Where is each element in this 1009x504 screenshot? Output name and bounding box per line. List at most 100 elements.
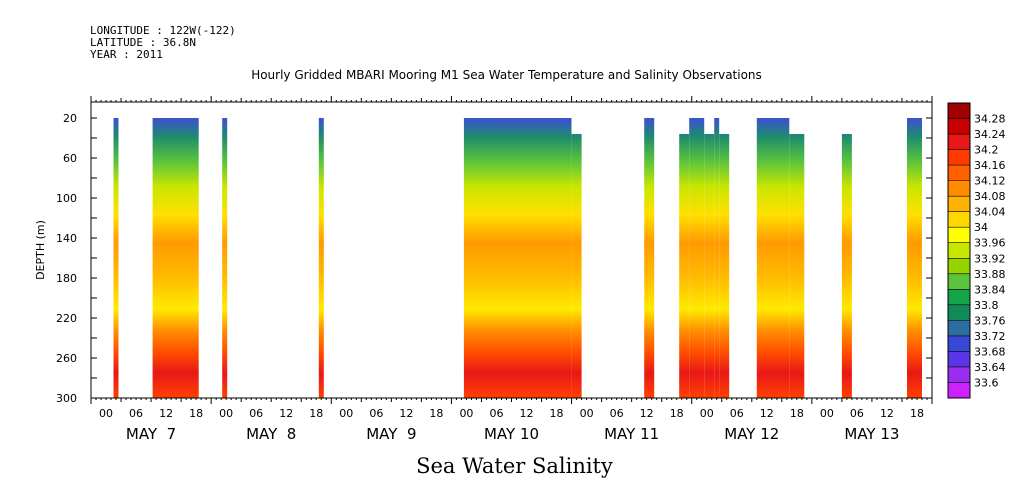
- data-segments: [113, 118, 922, 398]
- x-hour-label: 12: [279, 407, 293, 420]
- x-hour-label: 06: [610, 407, 624, 420]
- data-segment-5: [571, 134, 582, 398]
- data-segment-2: [222, 118, 228, 398]
- colorbar-swatch: [948, 118, 970, 135]
- x-day-label: MAY 10: [484, 425, 539, 443]
- y-axis: 20 60 100 140 180 220 260 300: [56, 112, 932, 405]
- colorbar-swatch: [948, 134, 970, 151]
- colorbar-swatch: [948, 258, 970, 275]
- data-segment-7: [679, 134, 690, 398]
- colorbar-label: 33.76: [974, 314, 1006, 327]
- colorbar-swatch: [948, 103, 970, 119]
- colorbar-label: 33.6: [974, 376, 999, 389]
- x-hour-label: 18: [910, 407, 924, 420]
- x-day-label: MAY 12: [724, 425, 779, 443]
- x-hour-label: 18: [189, 407, 203, 420]
- data-segment-4: [463, 118, 572, 398]
- year-label: YEAR : 2011: [90, 48, 163, 61]
- y-tick-label: 260: [56, 352, 77, 365]
- colorbar-label: 34: [974, 221, 988, 234]
- x-hour-label: 18: [309, 407, 323, 420]
- longitude-label: LONGITUDE : 122W(-122): [90, 24, 236, 37]
- data-segment-8: [689, 118, 705, 398]
- colorbar-label: 33.64: [974, 361, 1006, 374]
- colorbar-label: 34.08: [974, 190, 1006, 203]
- x-hour-label: 12: [520, 407, 534, 420]
- bottom-title: Sea Water Salinity: [416, 454, 613, 478]
- colorbar-swatch: [948, 320, 970, 337]
- colorbar-label: 33.84: [974, 283, 1006, 296]
- x-hour-label: 18: [790, 407, 804, 420]
- data-segment-13: [789, 134, 805, 398]
- colorbar-swatch: [948, 289, 970, 306]
- data-segment-1: [152, 118, 199, 398]
- colorbar-label: 33.96: [974, 237, 1006, 250]
- colorbar-swatch: [948, 382, 970, 399]
- y-tick-label: 100: [56, 192, 77, 205]
- x-hour-label: 00: [99, 407, 113, 420]
- x-hour-label: 00: [700, 407, 714, 420]
- colorbar: 34.28 34.24 34.2 34.16 34.12 34.08 34.04 34 33.9…: [947, 102, 1006, 399]
- colorbar-swatch: [948, 211, 970, 228]
- colorbar-swatch: [948, 335, 970, 352]
- x-axis: 00 06 12 18 00 06 12 18 00 06 12 18 00 06 12 18 00 06 12 18…: [90, 96, 933, 443]
- colorbar-swatch: [948, 366, 970, 383]
- x-hour-label: 12: [399, 407, 413, 420]
- x-day-label: MAY 11: [604, 425, 659, 443]
- x-hour-label: 18: [429, 407, 443, 420]
- x-hour-label: 06: [129, 407, 143, 420]
- y-tick-label: 220: [56, 312, 77, 325]
- x-hour-label: 06: [489, 407, 503, 420]
- y-tick-label: 300: [56, 392, 77, 405]
- colorbar-label: 34.2: [974, 144, 999, 157]
- colorbar-label: 34.16: [974, 159, 1006, 172]
- x-hour-label: 00: [820, 407, 834, 420]
- colorbar-swatch: [948, 273, 970, 290]
- data-segment-14: [841, 134, 852, 398]
- data-segment-10: [714, 118, 720, 398]
- data-segment-11: [719, 134, 730, 398]
- x-hour-label: 06: [730, 407, 744, 420]
- x-hour-label: 00: [580, 407, 594, 420]
- colorbar-label: 34.24: [974, 128, 1006, 141]
- colorbar-swatch: [948, 196, 970, 213]
- chart-title: Hourly Gridded MBARI Mooring M1 Sea Wate…: [251, 68, 762, 82]
- x-hour-label: 18: [550, 407, 564, 420]
- colorbar-label: 33.72: [974, 330, 1006, 343]
- x-hour-label: 00: [339, 407, 353, 420]
- data-segment-6: [644, 118, 655, 398]
- y-tick-label: 20: [63, 112, 77, 125]
- x-day-label: MAY 9: [366, 425, 416, 443]
- x-hour-label: 12: [159, 407, 173, 420]
- y-axis-label: DEPTH (m): [34, 220, 47, 280]
- data-segment-3: [318, 118, 324, 398]
- y-tick-label: 60: [63, 152, 77, 165]
- y-tick-label: 140: [56, 232, 77, 245]
- data-segment-12: [756, 118, 790, 398]
- x-day-label: MAY 8: [246, 425, 296, 443]
- x-hour-label: 00: [459, 407, 473, 420]
- colorbar-swatch: [948, 242, 970, 259]
- colorbar-label: 34.28: [974, 113, 1006, 126]
- x-hour-label: 06: [249, 407, 263, 420]
- x-hour-label: 06: [369, 407, 383, 420]
- colorbar-swatch: [948, 180, 970, 197]
- colorbar-label: 33.88: [974, 268, 1006, 281]
- colorbar-label: 33.8: [974, 299, 999, 312]
- x-hour-label: 12: [880, 407, 894, 420]
- x-day-label: MAY 13: [844, 425, 899, 443]
- latitude-label: LATITUDE : 36.8N: [90, 36, 196, 49]
- colorbar-label: 34.04: [974, 206, 1006, 219]
- data-segment-0: [113, 118, 119, 398]
- colorbar-swatch: [948, 165, 970, 182]
- colorbar-swatch: [948, 149, 970, 166]
- colorbar-frame: [947, 102, 971, 399]
- data-segment-15: [907, 118, 922, 398]
- x-hour-label: 18: [670, 407, 684, 420]
- x-hour-label: 12: [640, 407, 654, 420]
- y-tick-label: 180: [56, 272, 77, 285]
- data-segment-9: [704, 134, 715, 398]
- x-hour-label: 12: [760, 407, 774, 420]
- x-hour-label: 00: [219, 407, 233, 420]
